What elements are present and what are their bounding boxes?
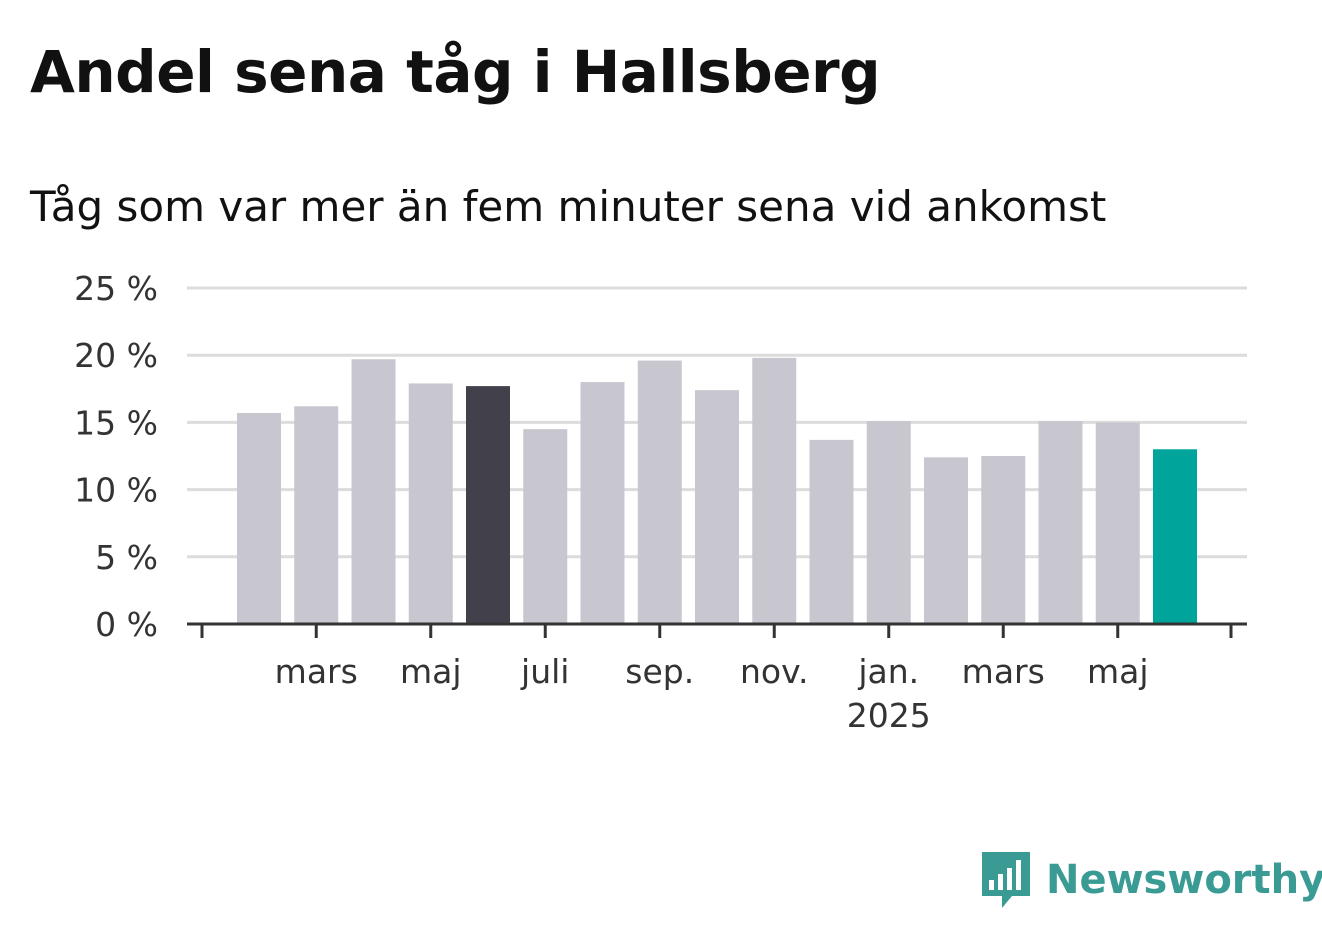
x-tick-label: sep. (625, 652, 694, 691)
bar (466, 386, 510, 624)
newsworthy-logo: Newsworthy (980, 850, 1322, 910)
y-tick-label: 15 % (74, 403, 158, 442)
bar (1095, 422, 1140, 624)
y-tick-label: 10 % (74, 471, 158, 510)
bar (351, 359, 396, 624)
y-tick-label: 20 % (74, 336, 158, 375)
bar (981, 456, 1026, 624)
x-tick-label: mars (275, 652, 358, 691)
logo-text: Newsworthy (1046, 857, 1322, 903)
bar (752, 357, 797, 624)
x-tick-label: maj (1087, 652, 1149, 691)
y-tick-label: 25 % (74, 269, 158, 308)
x-tick-label: juli (520, 652, 569, 691)
bar (294, 406, 339, 624)
x-tick-label: maj (400, 652, 462, 691)
bar (809, 439, 854, 624)
y-tick-label: 5 % (95, 538, 158, 577)
x-tick-label: jan. (857, 652, 919, 691)
x-tick-label: nov. (740, 652, 809, 691)
bar (924, 457, 968, 624)
chart-subtitle: Tåg som var mer än fem minuter sena vid … (30, 182, 1107, 231)
bar (1038, 421, 1083, 624)
y-tick-label: 0 % (95, 605, 158, 644)
bar (637, 360, 682, 624)
x-tick-label: mars (962, 652, 1045, 691)
bar (523, 429, 568, 624)
x-tick-year-label: 2025 (847, 696, 931, 735)
bar (1153, 449, 1197, 624)
bar (695, 390, 739, 624)
bar (580, 382, 625, 624)
bar (237, 412, 281, 624)
newsworthy-logo-icon (982, 852, 1030, 908)
bar (866, 421, 911, 624)
chart-title: Andel sena tåg i Hallsberg (30, 38, 881, 106)
bar (408, 383, 453, 624)
